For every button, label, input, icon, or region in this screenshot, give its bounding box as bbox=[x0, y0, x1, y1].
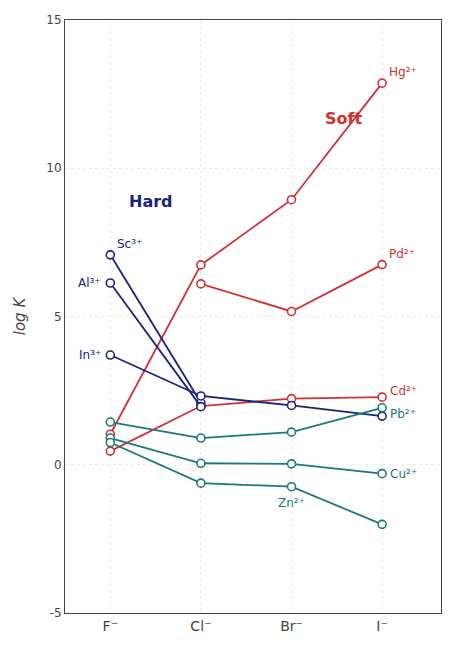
svg-text:Al³⁺: Al³⁺ bbox=[78, 276, 101, 290]
svg-text:Cd²⁺: Cd²⁺ bbox=[390, 384, 417, 398]
svg-text:5: 5 bbox=[54, 310, 62, 324]
svg-text:Pd²⁺: Pd²⁺ bbox=[389, 247, 415, 261]
svg-text:Hg²⁺: Hg²⁺ bbox=[389, 65, 417, 79]
svg-text:-5: -5 bbox=[50, 606, 62, 620]
svg-text:Soft: Soft bbox=[325, 109, 362, 128]
svg-text:Cl⁻: Cl⁻ bbox=[190, 618, 211, 634]
svg-text:Sc³⁺: Sc³⁺ bbox=[117, 237, 142, 251]
svg-text:0: 0 bbox=[54, 458, 62, 472]
svg-text:In³⁺: In³⁺ bbox=[79, 348, 101, 362]
svg-text:Cu²⁺: Cu²⁺ bbox=[390, 467, 417, 481]
svg-text:Zn²⁺: Zn²⁺ bbox=[278, 496, 305, 510]
svg-text:I⁻: I⁻ bbox=[376, 618, 388, 634]
svg-text:F⁻: F⁻ bbox=[103, 618, 118, 634]
svg-text:15: 15 bbox=[46, 13, 61, 27]
svg-text:Br⁻: Br⁻ bbox=[280, 618, 303, 634]
svg-text:Pb²⁺: Pb²⁺ bbox=[390, 407, 416, 421]
svg-text:Hard: Hard bbox=[129, 192, 173, 211]
svg-text:log K: log K bbox=[11, 297, 29, 336]
svg-text:10: 10 bbox=[46, 161, 61, 175]
